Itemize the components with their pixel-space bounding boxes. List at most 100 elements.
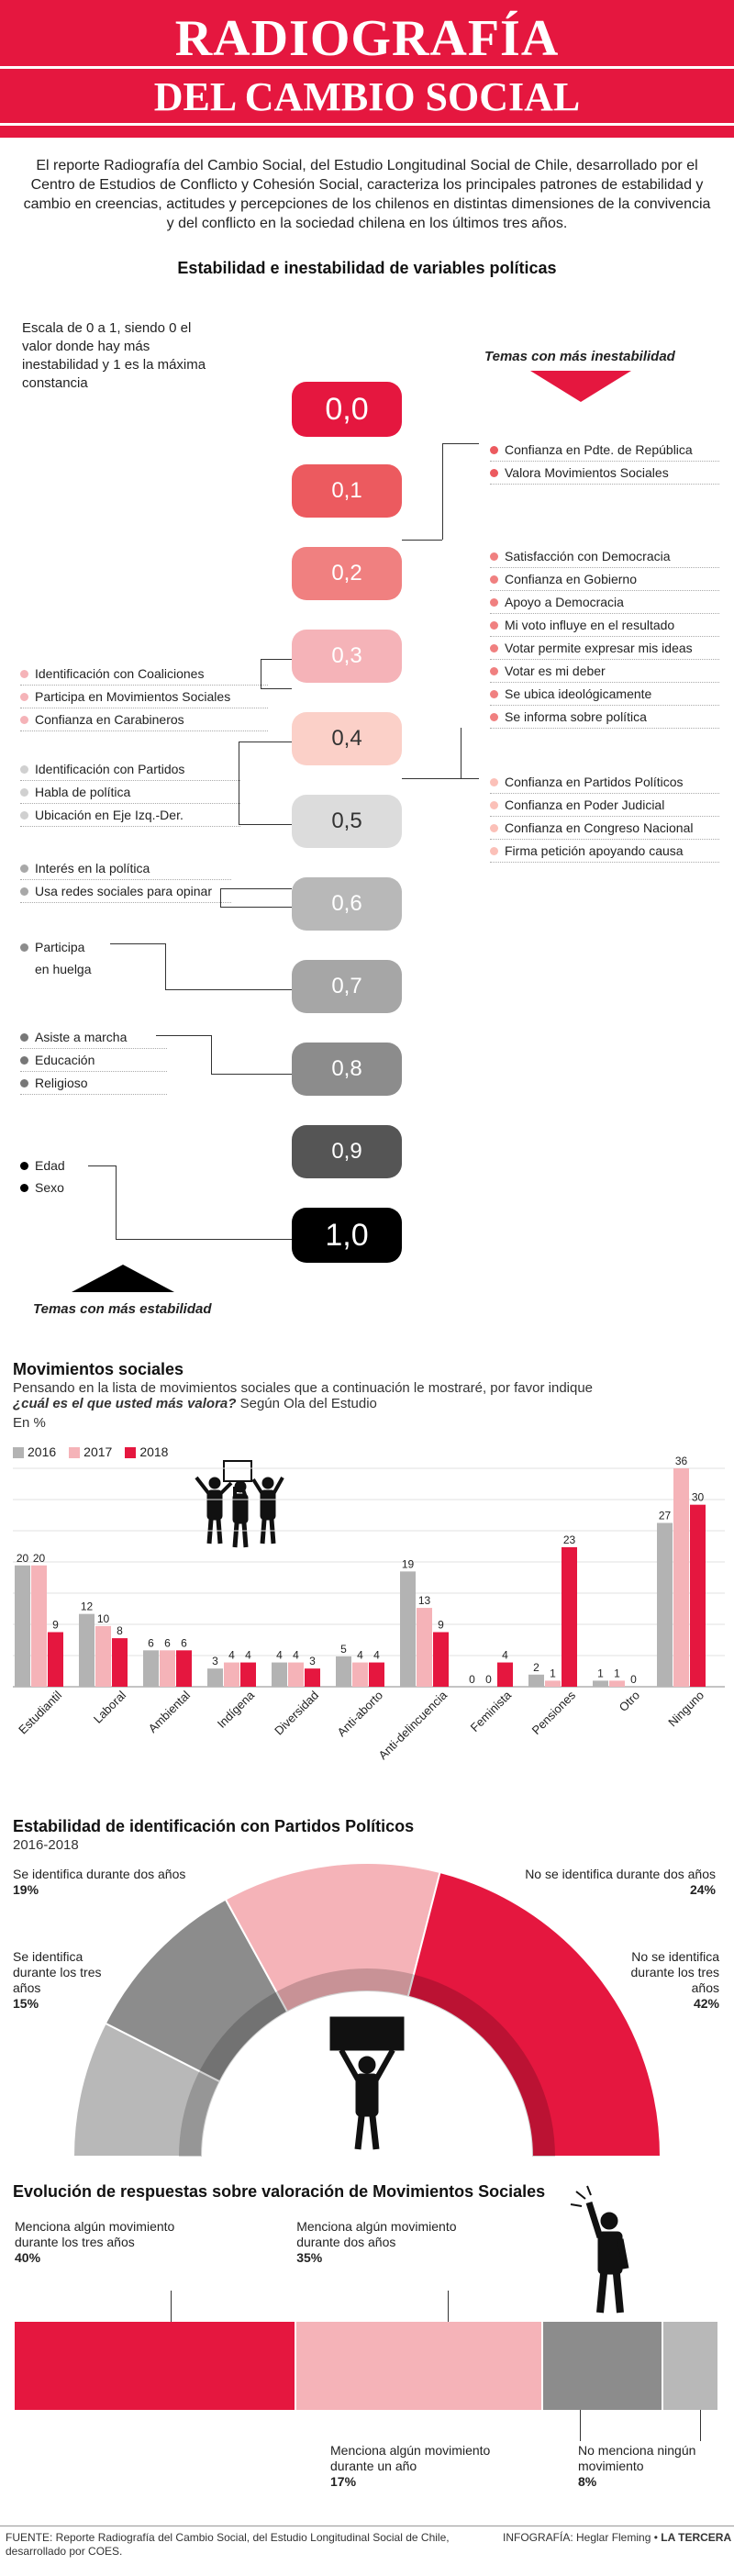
group-level-10: Edad Sexo — [20, 1154, 103, 1199]
group-level-07: Participa en huelga — [20, 936, 121, 980]
bar-value-label: 36 — [675, 1455, 688, 1467]
bar-Ninguno-2017 — [673, 1468, 689, 1687]
footer-credit: INFOGRAFÍA: Heglar Fleming • LA TERCERA — [503, 2531, 731, 2544]
bullet-dot — [490, 445, 498, 454]
bar-Pensiones-2017 — [545, 1680, 561, 1687]
bar-value-label: 19 — [402, 1557, 415, 1570]
group-level-02: Satisfacción con Democracia Confianza en … — [490, 545, 719, 729]
intro-text: El reporte Radiografía del Cambio Social… — [23, 158, 711, 231]
evolution-label-0: Menciona algún movimiento durante los tr… — [15, 2219, 175, 2265]
bar-Anti-delincuencia-2018 — [433, 1632, 449, 1687]
group-level-06: Interés en la política Usa redes sociales… — [20, 857, 231, 903]
bar-value-label: 0 — [485, 1673, 492, 1686]
variable-label: Confianza en Carabineros — [20, 708, 268, 731]
movements-question: Pensando en la lista de movimientos soci… — [13, 1380, 728, 1411]
bullet-dot — [20, 1032, 28, 1042]
bullet-dot — [490, 643, 498, 652]
bar-value-label: 6 — [148, 1636, 154, 1649]
bar-Ninguno-2018 — [690, 1504, 706, 1687]
parties-arc-chart — [72, 1863, 662, 2158]
bar-Diversidad-2018 — [305, 1668, 320, 1687]
bullet-dot — [20, 715, 28, 724]
variable-label: Confianza en Congreso Nacional — [490, 817, 719, 840]
group-level-01: Confianza en Pdte. de República Valora Mo… — [490, 439, 719, 485]
group-level-05: Identificación con Partidos Habla de polí… — [20, 758, 240, 827]
bullet-dot — [20, 887, 28, 896]
question-part2: ¿cuál es el que usted más valora? — [13, 1396, 237, 1411]
category-label: Ambiental — [146, 1688, 194, 1735]
evolution-label-3: No menciona ningún movimiento 8% — [578, 2443, 696, 2489]
bullet-dot — [20, 669, 28, 678]
legend-swatch — [69, 1447, 81, 1459]
arc-label-3: No se identifica durante los tres años 42… — [630, 1949, 720, 2011]
bullet-dot — [490, 689, 498, 698]
legend-item-2017: 2017 — [69, 1444, 112, 1459]
variable-label: Sexo — [20, 1176, 103, 1199]
variable-label: Asiste a marcha — [20, 1026, 167, 1049]
bullet-dot — [490, 620, 498, 630]
scale-level-2: 0,2 — [292, 547, 402, 600]
arc-slice-3 — [406, 1870, 662, 2158]
arc-label-1: Se identifica durante dos años 19% — [13, 1867, 186, 1897]
bar-Diversidad-2016 — [272, 1662, 287, 1687]
header-banner — [0, 0, 734, 138]
bullet-dot — [20, 1161, 28, 1170]
bar-Laboral-2017 — [95, 1625, 111, 1687]
bar-Estudiantil-2016 — [15, 1565, 30, 1687]
variable-label: Se ubica ideológicamente — [490, 683, 719, 706]
arc-label-2: No se identifica durante dos años 24% — [525, 1867, 716, 1897]
scale-level-10: 1,0 — [292, 1208, 402, 1263]
bar-value-label: 0 — [630, 1673, 637, 1686]
leader-line — [171, 2291, 172, 2322]
legend-item-2016: 2016 — [13, 1444, 56, 1459]
up-triangle-icon — [72, 1265, 174, 1292]
bullet-dot — [20, 787, 28, 797]
variable-label: Apoyo a Democracia — [490, 591, 719, 614]
footer-source: FUENTE: Reporte Radiografía del Cambio S… — [6, 2531, 450, 2558]
bar-Laboral-2016 — [79, 1613, 95, 1687]
variable-label: Confianza en Pdte. de República — [490, 439, 719, 462]
category-label: Laboral — [91, 1688, 128, 1725]
variable-label: Interés en la política — [20, 857, 231, 880]
credit-brand: LA TERCERA — [661, 2531, 732, 2544]
bar-value-label: 8 — [117, 1624, 123, 1637]
evolution-segment-0 — [15, 2322, 295, 2410]
bar-value-label: 4 — [502, 1649, 508, 1662]
evolution-segment-3 — [662, 2322, 717, 2410]
bar-value-label: 27 — [659, 1510, 672, 1522]
header-rule-top — [0, 66, 734, 69]
scale-level-7: 0,7 — [292, 960, 402, 1013]
bar-Laboral-2018 — [112, 1638, 128, 1687]
bar-Feminista-2018 — [497, 1662, 513, 1687]
variable-label: Confianza en Partidos Políticos — [490, 771, 719, 794]
legend-swatch — [125, 1447, 137, 1459]
bullet-dot — [490, 574, 498, 584]
variable-label: Identificación con Coaliciones — [20, 663, 268, 686]
bar-value-label: 1 — [597, 1667, 604, 1679]
variable-label: Educación — [20, 1049, 167, 1072]
bar-value-label: 9 — [52, 1619, 59, 1632]
scale-level-9: 0,9 — [292, 1125, 402, 1178]
bullet-dot — [490, 800, 498, 809]
bar-value-label: 30 — [692, 1491, 705, 1504]
evolution-segment-1 — [296, 2322, 541, 2410]
bar-Anti-aborto-2016 — [336, 1656, 351, 1687]
bar-value-label: 1 — [550, 1667, 556, 1679]
variable-label: Habla de política — [20, 781, 240, 804]
bullet-dot — [490, 552, 498, 561]
variable-label: Votar es mi deber — [490, 660, 719, 683]
bullet-dot — [20, 942, 28, 952]
protester-sign-icon — [329, 2016, 405, 2150]
bar-value-label: 12 — [81, 1600, 94, 1613]
scale-level-8: 0,8 — [292, 1043, 402, 1096]
category-label: Diversidad — [272, 1689, 321, 1738]
header-rule-bottom — [0, 123, 734, 126]
group-level-04: Confianza en Partidos Políticos Confianza… — [490, 771, 719, 863]
leader-line — [699, 2410, 701, 2441]
variable-label: Ubicación en Eje Izq.-Der. — [20, 804, 240, 827]
bar-Ambiental-2016 — [143, 1650, 159, 1687]
variable-label: Edad — [20, 1154, 103, 1176]
parties-subtitle: 2016-2018 — [13, 1837, 79, 1853]
bar-value-label: 20 — [17, 1552, 29, 1565]
evolution-title: Evolución de respuestas sobre valoración… — [13, 2182, 546, 2201]
